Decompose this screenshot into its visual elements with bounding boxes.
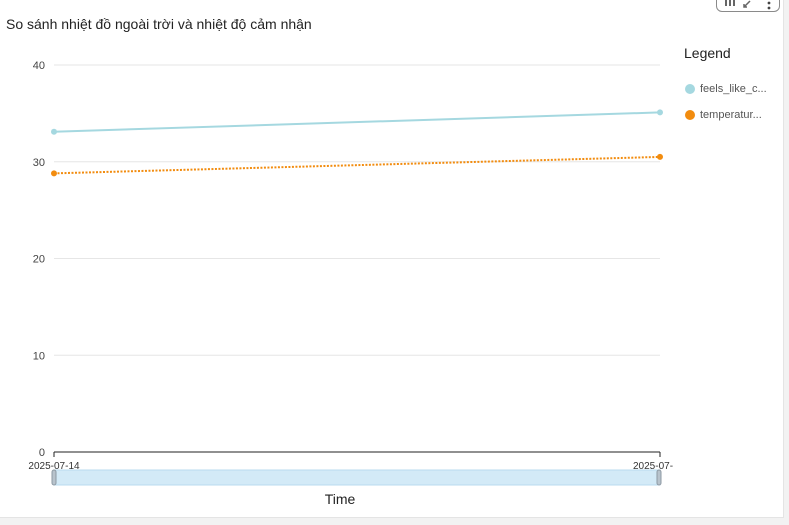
legend-item-temperature[interactable]: temperatur... — [685, 108, 778, 122]
y-tick-label: 30 — [33, 157, 45, 169]
legend-marker — [685, 84, 695, 94]
scrollbar-left-handle[interactable] — [52, 470, 56, 485]
legend-title: Legend — [684, 45, 731, 61]
y-tick-label: 20 — [33, 254, 45, 266]
data-point-1-0[interactable] — [51, 170, 57, 176]
legend-item-feels-like[interactable]: feels_like_c... — [685, 82, 778, 96]
x-axis-title: Time — [0, 491, 680, 507]
data-point-1-1[interactable] — [657, 154, 663, 160]
legend-marker — [685, 110, 695, 120]
y-tick-label: 40 — [33, 60, 45, 72]
y-tick-label: 0 — [39, 447, 45, 459]
data-point-0-0[interactable] — [51, 129, 57, 135]
x-axis-scrollbar[interactable] — [52, 470, 661, 485]
data-point-0-1[interactable] — [657, 109, 663, 115]
series-line-0[interactable] — [54, 112, 660, 131]
legend-label: temperatur... — [700, 109, 778, 121]
legend-label: feels_like_c... — [700, 83, 778, 95]
series-line-1[interactable] — [54, 157, 660, 173]
y-tick-label: 10 — [33, 350, 45, 362]
scrollbar-right-handle[interactable] — [657, 470, 661, 485]
